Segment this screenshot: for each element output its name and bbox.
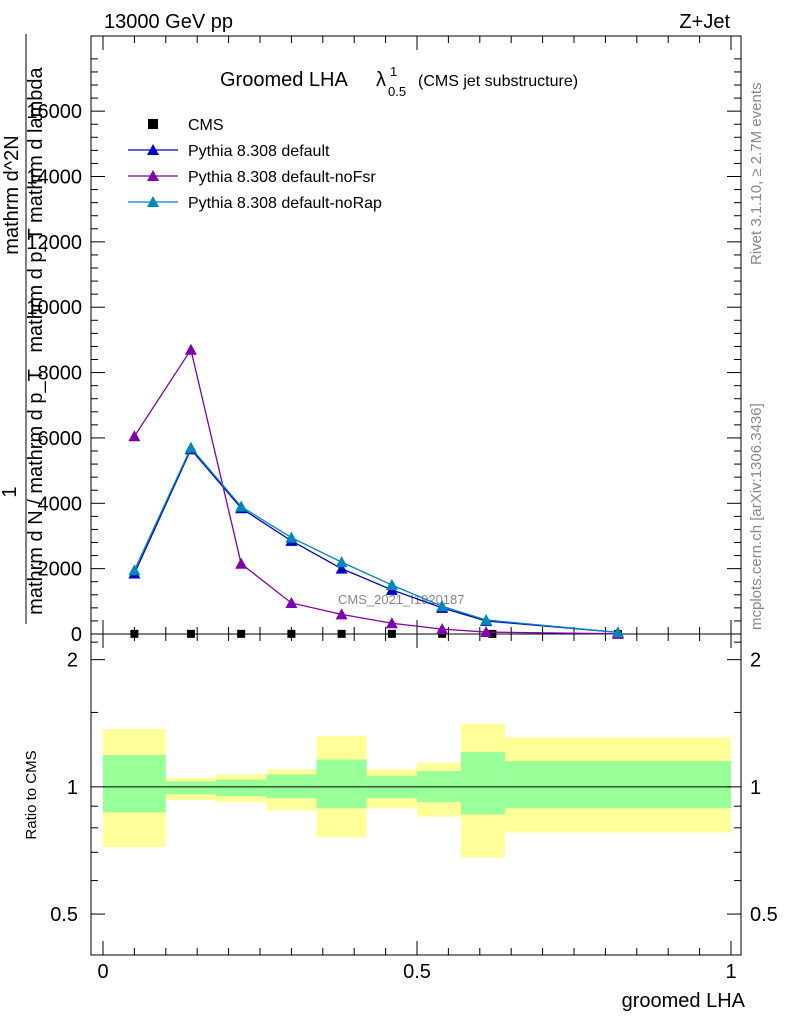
cms-data-point <box>130 629 139 638</box>
ratio-band-inner <box>165 781 217 795</box>
legend-marker-1 <box>147 144 159 155</box>
ratio-ytick-label: 0.5 <box>50 904 78 926</box>
ratio-ytick-label: 2 <box>67 650 78 672</box>
title-sub: 0.5 <box>388 84 406 99</box>
series-marker-2 <box>385 617 398 629</box>
cms-data-point <box>237 629 246 638</box>
main-ytick-label: 6000 <box>38 428 83 450</box>
legend-label-0: CMS <box>188 117 224 134</box>
ratio-xtick-label: 1 <box>725 961 736 983</box>
main-ytick-label: 2000 <box>38 559 83 581</box>
series-marker-3 <box>184 441 197 453</box>
main-ylabel: 1 mathrm d N / mathrm d p_T mathrm d^2N … <box>0 34 47 624</box>
ratio-band-inner <box>266 774 317 799</box>
series-marker-3 <box>385 578 398 590</box>
title-lambda: λ <box>376 69 386 91</box>
legend-label-3: Pythia 8.308 default-noRap <box>188 195 382 212</box>
ratio-ytick-label-right: 0.5 <box>750 904 778 926</box>
series-marker-3 <box>235 500 248 512</box>
ylabel-line-3: mathrm d^2N <box>1 135 23 254</box>
legend-marker-cms <box>148 119 158 129</box>
main-ytick-label: 0 <box>71 624 82 646</box>
ratio-xtick-label: 0 <box>97 961 108 983</box>
series-marker-2 <box>184 343 197 355</box>
legend-marker-2 <box>147 170 159 181</box>
header-left: 13000 GeV pp <box>104 11 233 33</box>
series-marker-3 <box>480 613 493 625</box>
title-sup: 1 <box>390 64 397 79</box>
ratio-xtick-label: 0.5 <box>403 961 431 983</box>
main-series <box>128 343 624 639</box>
ratio-band-inner <box>316 759 367 809</box>
cms-data-point <box>186 629 195 638</box>
ratio-ylabel: Ratio to CMS <box>23 750 40 839</box>
series-marker-2 <box>235 557 248 569</box>
legend-label-1: Pythia 8.308 default <box>188 143 330 160</box>
ratio-ticks: 0.5 0.5 1 1 2 2 0 0.5 1 <box>50 634 778 983</box>
main-ytick-label: 8000 <box>38 363 83 385</box>
ratio-frame <box>90 633 742 956</box>
main-ytick-label: 14000 <box>26 167 82 189</box>
series-marker-3 <box>128 564 141 576</box>
main-ytick-label: 16000 <box>26 101 82 123</box>
ratio-band-inner <box>460 751 505 815</box>
title-main: Groomed LHA <box>220 69 348 91</box>
series-marker-3 <box>611 626 624 638</box>
series-marker-1 <box>335 562 348 574</box>
legend-marker-3 <box>147 196 159 207</box>
main-ytick-label: 12000 <box>26 232 82 254</box>
series-marker-3 <box>285 531 298 543</box>
cms-data-point <box>337 629 346 638</box>
legend: CMS Pythia 8.308 default Pythia 8.308 defa… <box>128 117 382 212</box>
header-right: Z+Jet <box>679 11 730 33</box>
x-axis-label: groomed LHA <box>622 990 746 1012</box>
analysis-watermark: CMS_2021_I1920187 <box>338 592 465 607</box>
series-marker-2 <box>128 430 141 442</box>
ylabel-line-1: 1 <box>0 486 21 497</box>
ratio-bands <box>103 723 731 858</box>
series-marker-2 <box>436 623 449 635</box>
series-marker-2 <box>335 608 348 620</box>
cms-data-point <box>387 629 396 638</box>
ratio-ytick-label-right: 1 <box>750 777 761 799</box>
plot-title: Groomed LHA λ 1 0.5 (CMS jet substructur… <box>220 64 578 99</box>
legend-label-2: Pythia 8.308 default-noFsr <box>188 169 376 186</box>
main-ticks: 0 2000 4000 6000 8000 10000 12000 14000 16000 <box>26 36 741 646</box>
main-ytick-label: 10000 <box>26 297 82 319</box>
series-marker-3 <box>436 600 449 612</box>
series-marker-2 <box>285 596 298 608</box>
cms-data-point <box>287 629 296 638</box>
ratio-ytick-label: 1 <box>67 777 78 799</box>
rivet-label: Rivet 3.1.10, ≥ 2.7M events <box>748 83 765 266</box>
ylabel-line-2: mathrm d N / mathrm d p_T <box>25 369 47 615</box>
series-marker-2 <box>480 626 493 638</box>
ratio-ytick-label-right: 2 <box>750 650 761 672</box>
ratio-band-inner <box>504 761 731 809</box>
ratio-band-inner <box>103 754 166 813</box>
mcplots-label: mcplots.cern.ch [arXiv:1306.3436] <box>748 403 765 630</box>
ylabel-line-4: mathrm d p_T mathrm d lambda <box>25 66 47 352</box>
cms-data-point <box>488 629 497 638</box>
title-note: (CMS jet substructure) <box>418 73 578 90</box>
main-ytick-label: 4000 <box>38 493 83 515</box>
series-marker-3 <box>335 556 348 568</box>
ratio-band-inner <box>216 779 267 797</box>
